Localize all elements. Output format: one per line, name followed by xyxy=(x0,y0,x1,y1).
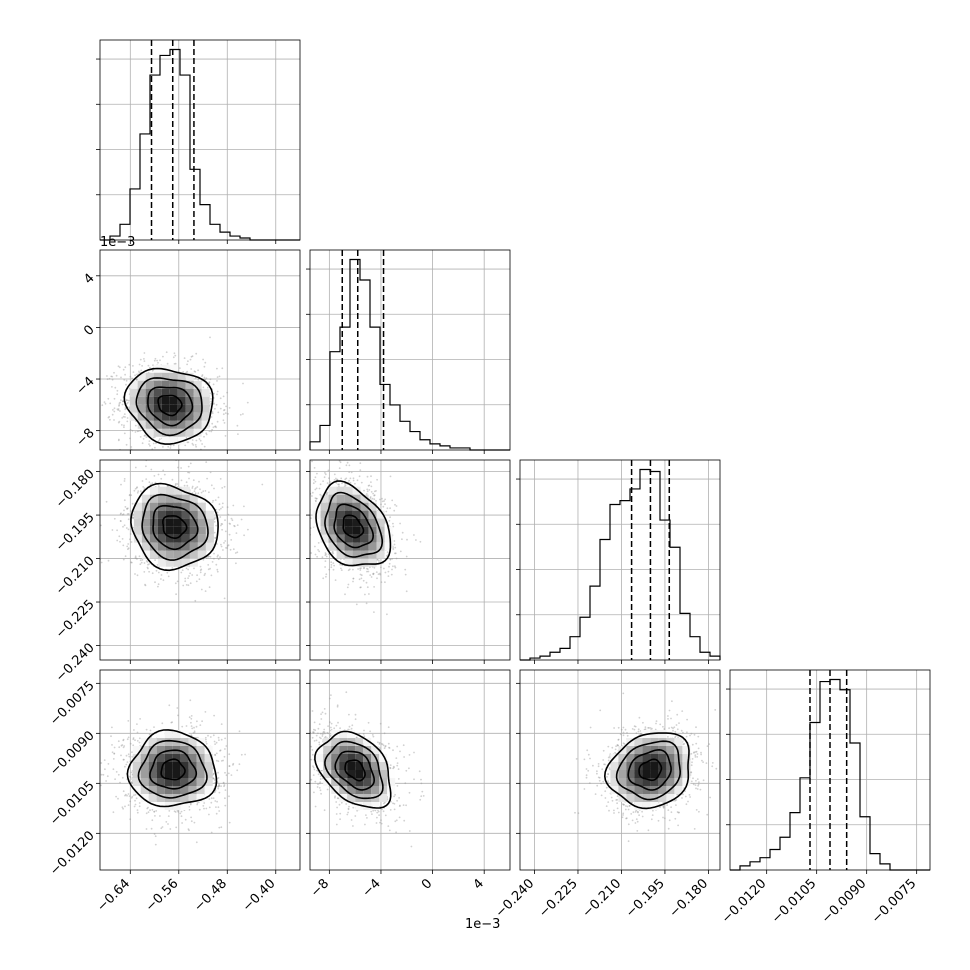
x-tick-label-2-0: −0.240 xyxy=(493,876,538,921)
pair-0-3-contour-0 xyxy=(160,758,186,781)
hist-3-steps xyxy=(730,678,930,871)
pair-0-2-contour-3 xyxy=(130,482,219,572)
x-tick-label-2-1: −0.225 xyxy=(536,876,581,921)
pair-2-3-contours xyxy=(603,732,690,810)
pair-2-3-panel xyxy=(516,669,721,874)
hist-2-steps xyxy=(520,468,721,661)
y-tick-label-3-0: −0.0120 xyxy=(47,828,97,878)
x-tick-label-3-1: −0.0105 xyxy=(769,876,819,926)
y-tick-label-3-2: −0.0090 xyxy=(47,728,97,778)
labels-layer: −0.64 −0.56 −0.48 −0.40 −8 −4 0 4 −0.240−0.225−0… xyxy=(47,271,919,927)
y-tick-label-2-0: −0.240 xyxy=(53,641,98,686)
hist-1-steps xyxy=(309,258,510,451)
pair-1-3-contour-0 xyxy=(344,759,366,782)
pair-2-3-contour-2 xyxy=(615,740,682,801)
pair-0-2-contour-2 xyxy=(141,493,209,561)
x-tick-label-3-3: −0.0075 xyxy=(869,876,919,926)
pair-0-2-panel xyxy=(96,459,301,664)
y-tick-label-1-0: −8 xyxy=(73,426,97,450)
pair-1-3-contour-2 xyxy=(324,740,384,800)
y-tick-label-1-2: 0 xyxy=(81,322,97,338)
pair-0-2-density xyxy=(100,460,264,602)
y-tick-label-2-4: −0.180 xyxy=(53,467,98,512)
x-tick-label-1-3: 4 xyxy=(471,876,487,892)
pair-0-3-contour-2 xyxy=(137,739,208,799)
pair-0-3-frame xyxy=(99,669,301,871)
x-tick-label-0-0: −0.64 xyxy=(94,876,133,915)
x-tick-label-0-2: −0.48 xyxy=(191,876,230,915)
pair-0-2-frame xyxy=(99,459,301,661)
pair-0-3-contours xyxy=(126,729,218,808)
pair-0-2-contour-0 xyxy=(162,515,188,540)
y-tick-label-1-3: 4 xyxy=(81,271,97,287)
pair-1-2-density xyxy=(310,460,422,616)
pair-2-3-contour-0 xyxy=(638,758,663,782)
pair-0-1-contour-3 xyxy=(123,367,214,445)
pair-1-2-contours xyxy=(315,480,392,567)
pair-0-1-density xyxy=(101,336,249,450)
pair-1-2-panel xyxy=(306,459,511,664)
hist-panel-1 xyxy=(306,249,511,454)
pair-0-2-contour-1 xyxy=(152,504,199,551)
pair-0-3-panel xyxy=(96,669,301,874)
hist-0-steps xyxy=(100,48,300,241)
x-tick-label-3-0: −0.0120 xyxy=(719,876,769,926)
pair-1-2-contour-2 xyxy=(324,491,383,558)
pair-2-3-contour-1 xyxy=(627,748,672,791)
hist-1-frame xyxy=(309,249,511,451)
col1-x-offset-label: 1e−3 xyxy=(465,917,500,932)
y-tick-label-2-1: −0.225 xyxy=(53,597,98,642)
pair-1-3-density xyxy=(310,691,425,848)
hist-panel-2 xyxy=(516,459,721,664)
y-tick-label-3-3: −0.0075 xyxy=(47,678,97,728)
x-tick-label-2-4: −0.180 xyxy=(667,876,712,921)
hist-panel-3 xyxy=(726,669,931,874)
x-tick-label-2-2: −0.210 xyxy=(580,876,625,921)
pair-0-3-density xyxy=(100,699,247,846)
pair-0-3-contour-3 xyxy=(126,729,218,808)
pair-0-2-contours xyxy=(130,482,219,572)
pair-0-1-contours xyxy=(123,367,214,445)
pair-0-1-contour-2 xyxy=(135,377,203,437)
y-tick-label-3-1: −0.0105 xyxy=(47,778,97,828)
hist-2-frame xyxy=(519,459,721,661)
y-tick-label-1-1: −4 xyxy=(73,374,97,398)
pair-0-1-panel xyxy=(96,249,301,454)
x-tick-label-1-2: 0 xyxy=(419,876,435,892)
x-tick-label-1-0: −8 xyxy=(308,876,332,900)
pair-1-2-contour-1 xyxy=(333,503,375,549)
hist-0-frame xyxy=(99,39,301,241)
pair-1-3-contour-3 xyxy=(314,730,392,809)
pair-1-2-contour-3 xyxy=(315,480,392,567)
x-tick-label-3-2: −0.0090 xyxy=(819,876,869,926)
pair-1-2-frame xyxy=(309,459,511,661)
pair-1-3-panel xyxy=(306,669,511,874)
row1-y-offset-label: 1e−3 xyxy=(100,235,135,250)
pair-2-3-frame xyxy=(519,669,721,871)
panels-layer xyxy=(96,39,931,874)
pair-0-1-frame xyxy=(99,249,301,451)
hist-panel-0 xyxy=(96,39,301,244)
x-tick-label-0-3: −0.40 xyxy=(240,876,279,915)
pair-2-3-density xyxy=(574,692,718,843)
x-tick-label-2-3: −0.195 xyxy=(623,876,668,921)
pair-2-3-contour-3 xyxy=(603,732,690,810)
hist-3-frame xyxy=(729,669,931,871)
pair-0-1-contour-1 xyxy=(147,386,194,427)
pair-0-3-contour-1 xyxy=(149,749,198,790)
y-tick-label-2-2: −0.210 xyxy=(53,554,98,599)
x-tick-label-0-1: −0.56 xyxy=(143,876,182,915)
pair-1-3-contours xyxy=(314,730,392,809)
pair-2-3-heat xyxy=(610,730,691,810)
pair-1-3-contour-1 xyxy=(334,750,376,791)
x-tick-label-1-1: −4 xyxy=(360,876,384,900)
pair-1-2-contour-0 xyxy=(342,514,365,539)
pair-1-3-frame xyxy=(309,669,511,871)
y-tick-label-2-3: −0.195 xyxy=(53,510,98,555)
pair-0-1-contour-0 xyxy=(157,394,183,417)
